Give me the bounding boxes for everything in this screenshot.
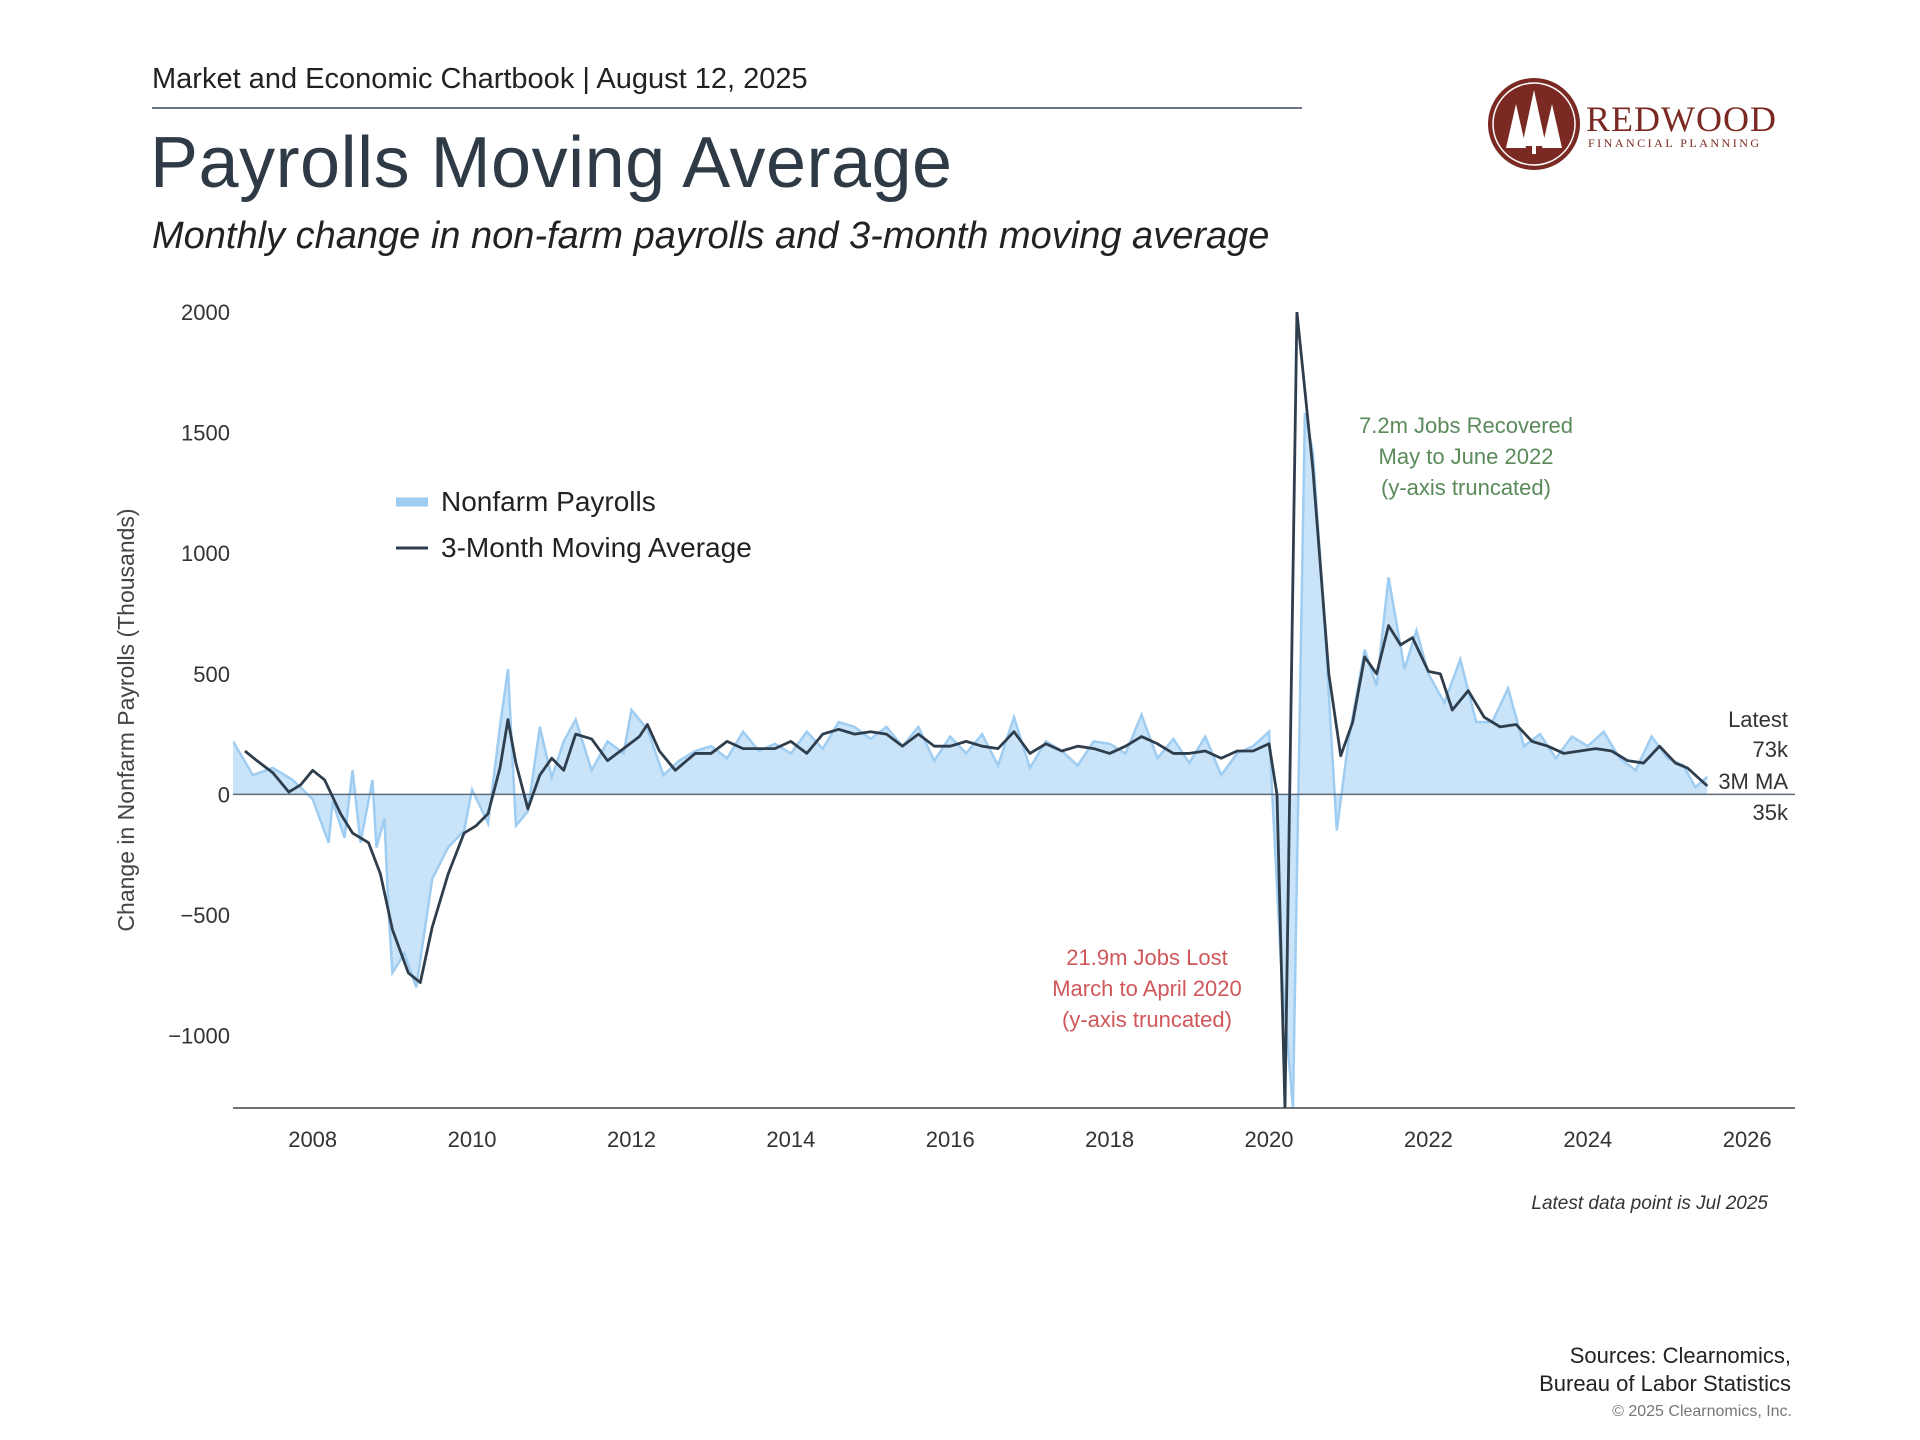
redwood-logo: REDWOOD FINANCIAL PLANNING [1486,76,1786,176]
annotation-latest-line: 35k [1753,800,1789,825]
annotation-loss-line: 21.9m Jobs Lost [1066,945,1227,970]
x-tick-label: 2012 [607,1127,656,1152]
redwood-tree-emblem-icon [1488,78,1580,170]
chartbook-header: Market and Economic Chartbook | August 1… [152,63,808,95]
y-tick-label: 1000 [181,541,230,566]
y-tick-label: −1000 [168,1024,230,1049]
annotation-loss-line: March to April 2020 [1052,976,1242,1001]
legend-payrolls-label: Nonfarm Payrolls [441,486,656,517]
annotation-latest-line: Latest [1728,707,1788,732]
annotation-gain-line: (y-axis truncated) [1381,475,1551,500]
x-tick-label: 2020 [1245,1127,1294,1152]
copyright: © 2025 Clearnomics, Inc. [1612,1403,1792,1420]
sources-line-1: Sources: Clearnomics, [1569,1343,1791,1368]
y-tick-label: 500 [193,662,230,687]
logo-wordmark: REDWOOD [1586,99,1777,139]
x-tick-label: 2022 [1404,1127,1453,1152]
x-tick-label: 2014 [766,1127,815,1152]
sources-line-2: Bureau of Labor Statistics [1539,1371,1791,1396]
annotation-latest-line: 3M MA [1718,769,1788,794]
y-tick-label: 0 [218,782,230,807]
y-tick-label: 1500 [181,421,230,446]
x-tick-label: 2010 [448,1127,497,1152]
x-tick-label: 2016 [926,1127,975,1152]
header-divider [152,107,1302,109]
annotation-loss-line: (y-axis truncated) [1062,1007,1232,1032]
annotation-gain-line: May to June 2022 [1379,444,1554,469]
annotation-gain-line: 7.2m Jobs Recovered [1359,413,1573,438]
annotation-latest-line: 73k [1753,737,1789,762]
latest-data-note: Latest data point is Jul 2025 [1531,1193,1768,1214]
page-title: Payrolls Moving Average [150,123,953,203]
payrolls-area [233,413,1708,1108]
x-tick-label: 2008 [288,1127,337,1152]
legend-ma-label: 3-Month Moving Average [441,532,752,563]
sources: Sources: Clearnomics, Bureau of Labor St… [1539,1342,1791,1398]
x-tick-label: 2018 [1085,1127,1134,1152]
y-tick-label: 2000 [181,300,230,325]
x-tick-label: 2024 [1563,1127,1612,1152]
payrolls-line [233,413,1709,1108]
y-axis-label: Change in Nonfarm Payrolls (Thousands) [113,508,139,931]
moving-average-line [244,312,1709,1108]
logo-tagline: FINANCIAL PLANNING [1588,136,1762,150]
page-subtitle: Monthly change in non-farm payrolls and … [152,215,1270,257]
x-tick-label: 2026 [1723,1127,1772,1152]
y-tick-label: −500 [180,903,230,928]
